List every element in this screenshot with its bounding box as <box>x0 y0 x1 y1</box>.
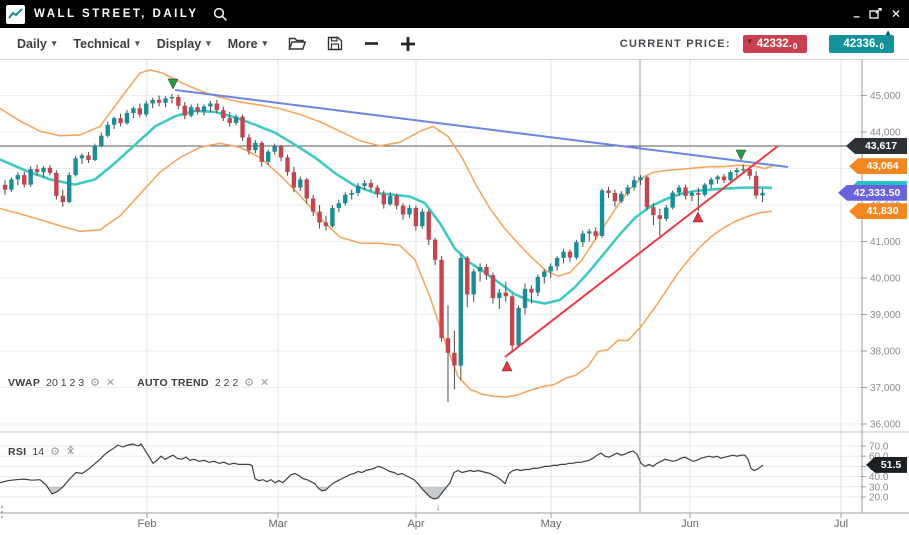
bollinger-upper-band <box>0 69 773 278</box>
vwap-settings-icon[interactable]: ⚙ <box>90 377 100 389</box>
app-logo-icon <box>6 4 25 24</box>
search-icon[interactable] <box>213 7 228 22</box>
rsi-settings-icon[interactable]: ⚙ <box>50 446 60 458</box>
sell-price-value: 42332. <box>756 37 792 50</box>
zoom-out-icon[interactable] <box>364 36 379 51</box>
pane-drag-handle[interactable] <box>1 506 4 518</box>
svg-text:44,000: 44,000 <box>870 128 901 139</box>
svg-text:40.0: 40.0 <box>869 472 889 483</box>
trendline-support <box>504 145 779 358</box>
svg-text:37,000: 37,000 <box>870 383 901 394</box>
vwap-label: VWAP <box>8 376 41 389</box>
menu-technical[interactable]: Technical ▾ <box>73 36 140 51</box>
current-price-label: CURRENT PRICE: <box>619 37 731 50</box>
menu-display[interactable]: Display ▾ <box>156 36 211 51</box>
pivot-low-marker <box>501 360 513 372</box>
popout-button[interactable] <box>869 8 882 20</box>
save-icon[interactable] <box>327 36 343 51</box>
title-bar: WALL STREET, DAILY – ✕ <box>0 0 909 28</box>
vwap-remove-icon[interactable]: ✕ <box>105 377 116 389</box>
price-down-arrow-icon: ▼ <box>745 36 754 46</box>
buy-price-value: 42336. <box>843 37 879 50</box>
svg-text:Apr: Apr <box>407 518 424 530</box>
chevron-down-icon: ▾ <box>135 38 140 48</box>
svg-text:Jun: Jun <box>681 518 699 530</box>
trendline-resistance <box>174 89 789 168</box>
vwap-line <box>0 109 773 305</box>
price-up-arrow-icon: ▲ <box>884 27 892 37</box>
svg-text:43,000: 43,000 <box>870 164 901 175</box>
svg-text:30.0: 30.0 <box>869 482 889 493</box>
auto-trend-label: AUTO TREND <box>137 376 209 389</box>
zoom-in-icon[interactable] <box>400 36 416 52</box>
menu-timeframe[interactable]: Daily ▾ <box>17 36 57 51</box>
bollinger-lower-band <box>0 142 773 398</box>
svg-text:45,000: 45,000 <box>870 91 901 102</box>
rsi-expand-arrow-icon[interactable]: ↑ <box>67 441 75 458</box>
pivot-low-marker <box>692 211 704 223</box>
auto-trend-params: 2 2 2 <box>214 376 239 389</box>
pivot-high-marker <box>167 78 179 90</box>
chart-area: 45,000 44,000 43,000 42,000 41,000 40,000 39,0… <box>0 60 909 535</box>
rsi-line <box>0 443 764 500</box>
window-controls: – ✕ <box>853 7 901 23</box>
buy-price-button[interactable]: ▲ 42336. 0 <box>829 28 894 53</box>
svg-text:20.0: 20.0 <box>869 493 889 504</box>
svg-text:38,000: 38,000 <box>870 347 901 358</box>
svg-text:36,000: 36,000 <box>870 420 901 431</box>
auto-trend-settings-icon[interactable]: ⚙ <box>244 377 255 389</box>
chevron-down-icon: ▾ <box>51 38 57 48</box>
svg-text:41,000: 41,000 <box>870 237 901 248</box>
rsi-label: RSI <box>8 445 27 458</box>
window-title: WALL STREET, DAILY <box>34 8 199 20</box>
svg-text:Mar: Mar <box>269 518 288 530</box>
pivot-high-marker <box>735 149 747 161</box>
chevron-down-icon: ▾ <box>262 38 268 48</box>
minimize-button[interactable]: – <box>853 9 860 23</box>
vwap-params: 20 1 2 3 <box>46 376 85 389</box>
price-chart-canvas[interactable]: 45,000 44,000 43,000 42,000 41,000 40,000 39,0… <box>0 60 909 535</box>
svg-text:42,000: 42,000 <box>870 201 901 212</box>
svg-text:39,000: 39,000 <box>870 310 901 321</box>
open-folder-icon[interactable] <box>288 36 307 51</box>
svg-text:↓: ↓ <box>436 502 441 513</box>
svg-text:40,000: 40,000 <box>870 274 901 285</box>
svg-text:May: May <box>541 518 562 530</box>
price-indicator-legend: VWAP 20 1 2 3 ⚙ ✕ AUTO TREND 2 2 2 ⚙ ✕ <box>8 376 270 390</box>
chart-logo-glyph <box>8 7 23 19</box>
menu-more[interactable]: More ▾ <box>227 36 268 51</box>
chart-toolbar: Daily ▾ Technical ▾ Display ▾ More ▾ CURRENT… <box>0 28 909 60</box>
sell-price-button[interactable]: ▼ 42332. 0 <box>742 34 808 53</box>
close-button[interactable]: ✕ <box>890 7 901 21</box>
rsi-indicator-legend: RSI 14 ⚙ ✕ <box>8 445 76 459</box>
svg-text:Jul: Jul <box>834 518 848 530</box>
auto-trend-remove-icon[interactable]: ✕ <box>260 377 270 389</box>
rsi-params: 14 <box>32 445 45 458</box>
svg-text:Feb: Feb <box>138 518 157 530</box>
candlestick-series <box>2 93 765 403</box>
chevron-down-icon: ▾ <box>206 38 211 48</box>
svg-text:70.0: 70.0 <box>869 442 889 453</box>
rsi-remove-icon[interactable]: ✕ <box>65 446 76 458</box>
